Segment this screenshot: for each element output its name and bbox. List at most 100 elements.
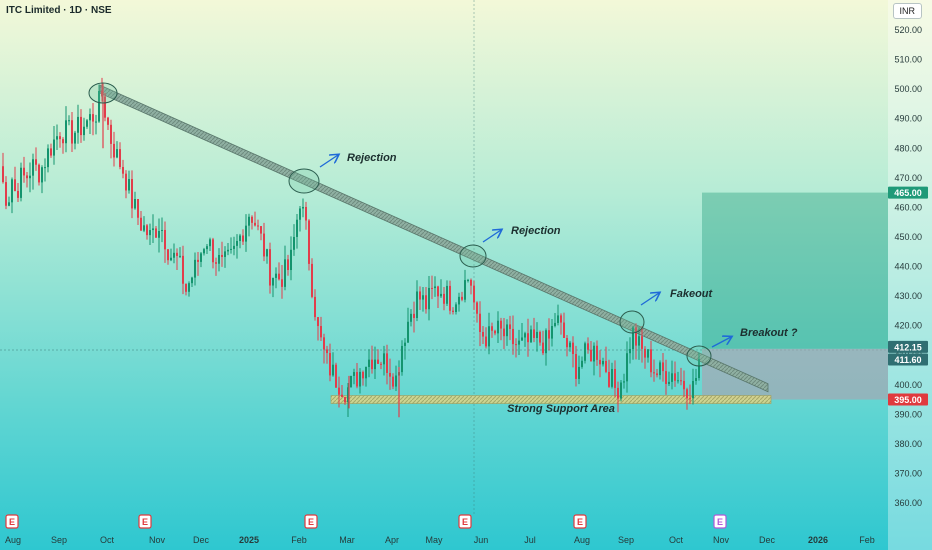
svg-text:395.00: 395.00: [894, 395, 922, 405]
candle: [662, 352, 664, 382]
candle: [698, 352, 700, 381]
candle: [383, 345, 385, 376]
candle: [641, 326, 643, 363]
candle: [182, 245, 184, 295]
touch-point-circle: [288, 168, 320, 194]
candle: [119, 142, 121, 170]
candle: [404, 338, 406, 360]
candle: [575, 345, 577, 387]
x-tick-label: Feb: [859, 535, 875, 545]
candle: [134, 191, 136, 210]
candle: [626, 341, 628, 393]
candle: [206, 243, 208, 254]
candle: [323, 333, 325, 364]
candle: [242, 229, 244, 245]
candle: [692, 368, 694, 405]
candle: [152, 214, 154, 243]
candle: [71, 112, 73, 152]
candle: [395, 365, 397, 391]
candle: [299, 205, 301, 232]
earnings-event-icon[interactable]: E: [713, 514, 727, 529]
candle: [305, 201, 307, 230]
candle: [266, 248, 268, 264]
candle: [458, 292, 460, 312]
candle: [38, 163, 40, 186]
candle: [497, 311, 499, 344]
candle: [668, 371, 670, 386]
chart-title: ITC Limited · 1D · NSE: [6, 5, 112, 16]
candle: [620, 380, 622, 402]
candle: [5, 176, 7, 210]
candle: [56, 124, 58, 151]
candle: [623, 373, 625, 389]
candle: [2, 152, 4, 184]
candle: [200, 252, 202, 268]
candle: [281, 265, 283, 299]
candle: [14, 166, 16, 192]
candle: [605, 346, 607, 374]
svg-text:412.15: 412.15: [894, 342, 922, 352]
candle: [239, 233, 241, 249]
candle: [521, 323, 523, 341]
candle: [362, 370, 364, 386]
earnings-event-icon[interactable]: E: [138, 514, 152, 529]
candle: [161, 217, 163, 243]
candle: [113, 131, 115, 167]
candle: [302, 198, 304, 218]
candle: [185, 283, 187, 296]
earnings-event-icon[interactable]: E: [304, 514, 318, 529]
annotation-label: Rejection: [511, 225, 561, 237]
candle: [695, 368, 697, 385]
candle: [8, 196, 10, 207]
support-band: [330, 395, 772, 404]
earnings-event-icon[interactable]: E: [5, 514, 19, 529]
candle: [569, 340, 571, 352]
price-tag: 465.00: [888, 186, 928, 199]
candle: [296, 214, 298, 249]
currency-button[interactable]: INR: [892, 3, 922, 19]
candle: [518, 329, 520, 356]
candle: [527, 318, 529, 357]
candle: [77, 104, 79, 144]
candle: [536, 322, 538, 352]
x-tick-label: Dec: [193, 535, 210, 545]
candle: [434, 276, 436, 297]
candle: [176, 248, 178, 270]
candle: [686, 387, 688, 410]
candle: [443, 286, 445, 311]
target-zone: [702, 192, 888, 349]
price-tags: 465.00 412.15 411.60 395.00: [888, 186, 928, 406]
candle: [224, 246, 226, 268]
candle: [209, 237, 211, 252]
candle: [680, 367, 682, 386]
candle: [599, 350, 601, 378]
trade-zones: [702, 192, 888, 400]
candle: [272, 277, 274, 298]
price-tag: 412.15: [888, 340, 928, 353]
candle: [494, 329, 496, 336]
annotation-arrow: [482, 230, 501, 243]
candle: [53, 125, 55, 165]
earnings-event-icon[interactable]: E: [458, 514, 472, 529]
candle: [332, 352, 334, 377]
candle: [455, 302, 457, 315]
svg-text:411.60: 411.60: [894, 355, 921, 365]
candle: [278, 262, 280, 281]
touch-point-circle: [459, 244, 487, 268]
candle: [284, 245, 286, 291]
candle: [179, 247, 181, 259]
candle: [377, 349, 379, 365]
y-tick-label: 390.00: [894, 409, 922, 419]
earnings-event-icon[interactable]: E: [573, 514, 587, 529]
x-tick-label: Feb: [291, 535, 307, 545]
candle: [671, 360, 673, 390]
candle: [155, 225, 157, 238]
candle: [392, 373, 394, 390]
x-tick-label: 2025: [239, 535, 259, 545]
candle: [230, 237, 232, 254]
candle: [212, 237, 214, 269]
candle: [359, 368, 361, 394]
svg-text:E: E: [308, 517, 314, 527]
candle: [26, 172, 28, 188]
